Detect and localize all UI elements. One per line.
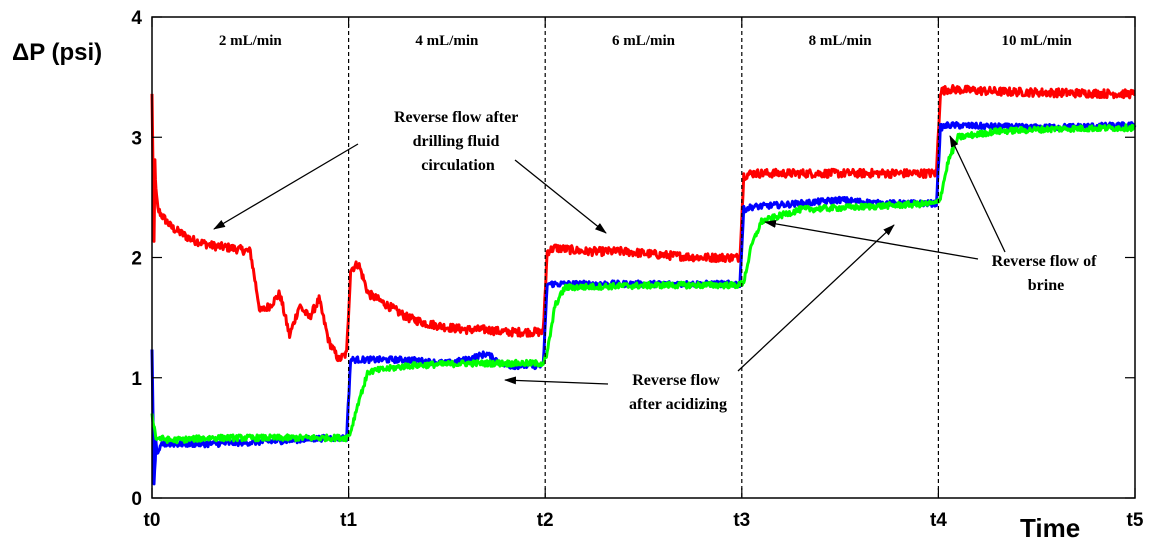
series-line-brine <box>150 123 1136 445</box>
segment-labels: 2 mL/min 4 mL/min 6 mL/min 8 mL/min 10 mL/mi… <box>219 33 1073 49</box>
annotation-arrow <box>737 224 895 372</box>
segment-dividers <box>348 17 940 498</box>
series-layer <box>150 84 1137 486</box>
series-line-acidizing <box>150 121 1137 486</box>
annotation-arrow <box>514 159 607 234</box>
annotation-arrow <box>504 376 609 385</box>
annotation-drilling: Reverse flow after drilling fluid circul… <box>394 109 522 174</box>
x-tick-label: t3 <box>733 510 750 531</box>
segment-label: 6 mL/min <box>612 33 676 49</box>
y-tick-label: 3 <box>131 128 142 149</box>
segment-label: 10 mL/min <box>1001 33 1072 49</box>
annotation-arrow <box>949 135 1006 253</box>
annotation-acidizing: Reverse flow after acidizing <box>629 372 727 413</box>
y-tick-label: 2 <box>131 249 142 270</box>
x-tick-label: t0 <box>144 510 161 531</box>
x-tick-label: t1 <box>340 510 357 531</box>
annotation-arrow <box>213 143 359 230</box>
y-tick-label: 1 <box>131 369 142 390</box>
y-axis-title: ΔP (psi) <box>12 39 102 66</box>
y-tick-label: 4 <box>131 8 142 29</box>
x-axis-title: Time <box>1020 513 1080 543</box>
x-tick-label: t2 <box>537 510 554 531</box>
annotation-arrow <box>764 219 979 260</box>
axis-ticks: 0 1 2 3 4 t0 t1 t2 t3 t4 t5 <box>131 8 1143 531</box>
series-line-drilling <box>150 84 1136 363</box>
y-tick-label: 0 <box>131 489 142 510</box>
annotations: Reverse flow after drilling fluid circul… <box>213 109 1101 413</box>
segment-label: 8 mL/min <box>809 33 873 49</box>
x-tick-label: t5 <box>1127 510 1144 531</box>
annotation-brine: Reverse flow of brine <box>992 253 1101 294</box>
x-tick-label: t4 <box>930 510 947 531</box>
segment-label: 2 mL/min <box>219 33 283 49</box>
segment-label: 4 mL/min <box>415 33 479 49</box>
plot-frame <box>151 16 1136 499</box>
